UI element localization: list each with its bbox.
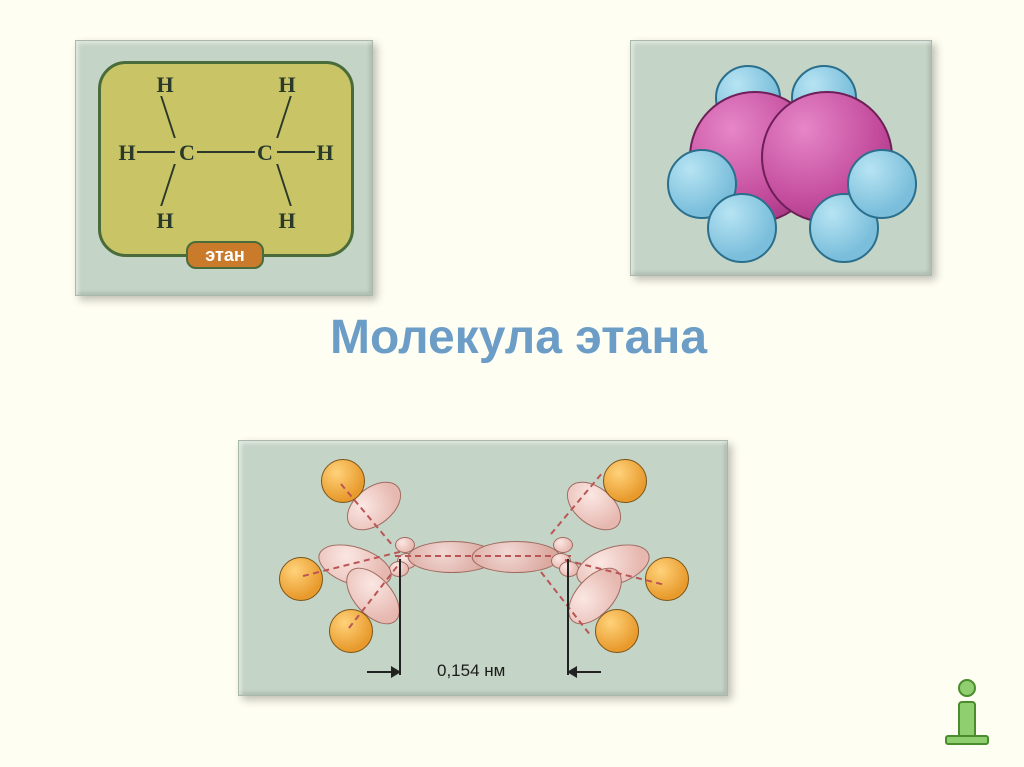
r-h-top: [603, 459, 647, 503]
sf-h4: [707, 193, 777, 263]
info-icon[interactable]: [944, 679, 990, 737]
atom-c-right: C: [255, 140, 275, 166]
atom-c-left: C: [177, 140, 197, 166]
panel-orbital: 0,154 нм: [238, 440, 728, 696]
atom-h-bot-left: H: [155, 208, 175, 234]
r-h-bot: [595, 609, 639, 653]
atom-h-top-right: H: [277, 72, 297, 98]
dim-vline-right: [567, 559, 569, 675]
panel-structural: H H H C C H H H этан: [75, 40, 373, 296]
dim-vline-left: [399, 559, 401, 675]
sigma-right: [472, 541, 561, 573]
atom-h-top-left: H: [155, 72, 175, 98]
panel-spacefill: [630, 40, 932, 276]
l-h-top: [321, 459, 365, 503]
bond-bl: [160, 164, 176, 206]
cc-axis: [395, 555, 571, 557]
l-h-bot: [329, 609, 373, 653]
dim-head-right: [567, 666, 577, 678]
r-h-mid: [645, 557, 689, 601]
page-title: Молекула этана: [330, 310, 707, 365]
bond-br: [276, 164, 292, 206]
bond-c-c: [197, 151, 255, 153]
molecule-badge: этан: [186, 241, 264, 269]
bond-h-c-left: [137, 151, 175, 153]
atom-h-right: H: [315, 140, 335, 166]
bond-tl: [160, 96, 176, 138]
sf-h6: [847, 149, 917, 219]
dim-head-left: [391, 666, 401, 678]
bond-c-h-right: [277, 151, 315, 153]
atom-h-left: H: [117, 140, 137, 166]
l-h-mid: [279, 557, 323, 601]
atom-h-bot-right: H: [277, 208, 297, 234]
formula-box: H H H C C H H H: [98, 61, 354, 257]
bond-length-label: 0,154 нм: [437, 661, 505, 681]
bond-tr: [276, 96, 292, 138]
right-back-lobe-1: [553, 537, 573, 553]
